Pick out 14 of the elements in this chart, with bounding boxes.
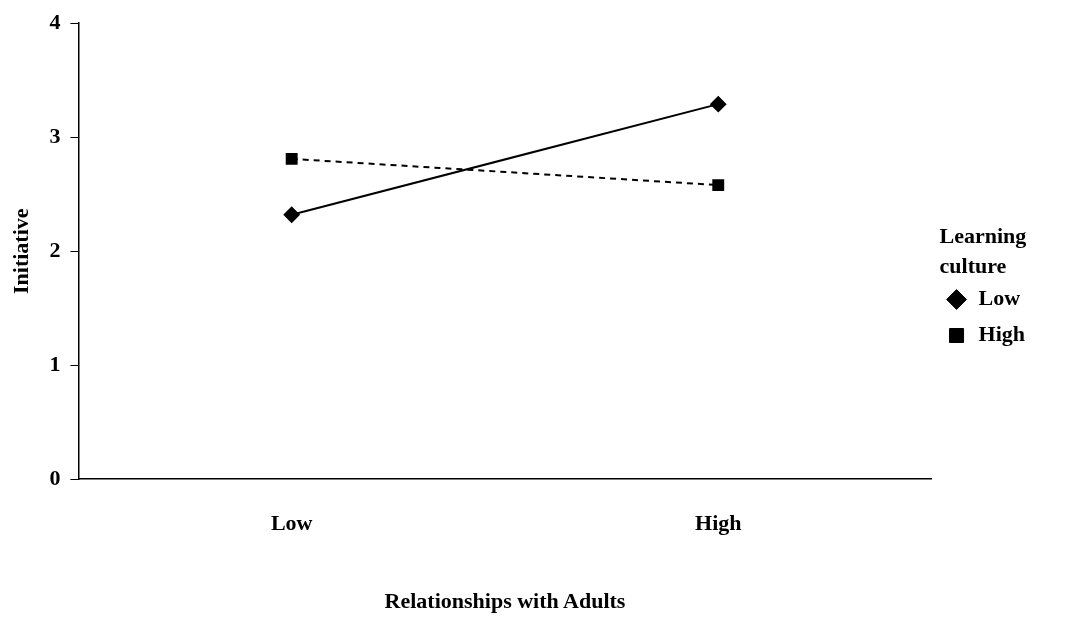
legend-title: Learning culture <box>939 221 1028 280</box>
y-tick-label: 3 <box>49 122 61 148</box>
y-tick-label: 2 <box>49 236 61 262</box>
legend-label: High <box>978 321 1026 347</box>
y-axis-title: Initiative <box>7 208 33 294</box>
x-axis-title: Relationships with Adults <box>384 588 626 614</box>
point <box>283 206 300 223</box>
point <box>285 152 298 165</box>
y-tick-label: 0 <box>49 464 61 490</box>
y-tick-label: 1 <box>49 350 61 376</box>
point <box>710 96 727 113</box>
y-tick-label: 4 <box>49 8 61 34</box>
point <box>712 179 725 192</box>
legend-label: Low <box>978 285 1021 311</box>
